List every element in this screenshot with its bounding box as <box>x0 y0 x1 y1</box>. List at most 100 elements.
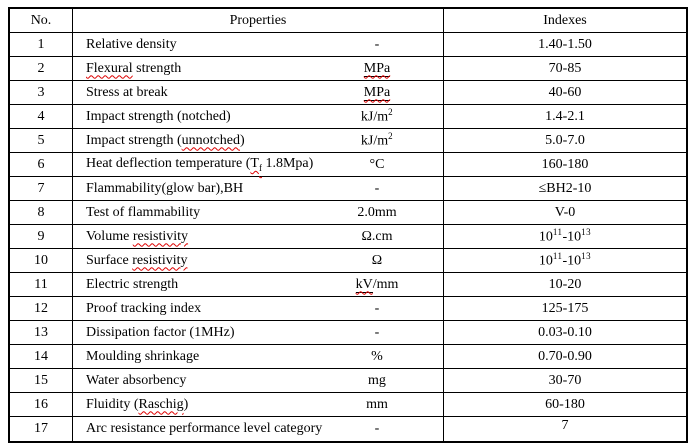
property-name: Flammability(glow bar),BH <box>73 181 311 197</box>
no-cell: 7 <box>10 177 73 200</box>
text-segment: 70-85 <box>548 60 582 76</box>
property-cell: Water absorbency mg <box>73 369 444 392</box>
text-segment: Impact strength (notched) <box>86 108 231 124</box>
text-segment: Arc resistance performance level categor… <box>86 421 323 436</box>
text-segment: 10-20 <box>548 276 582 292</box>
index-cell: 125-175 <box>444 297 686 320</box>
table-row: 7 Flammability(glow bar),BH - ≤BH2-10 <box>10 177 686 201</box>
property-unit: - <box>311 181 443 197</box>
text-segment: Raschig <box>138 396 184 412</box>
text-segment: Ω.cm <box>361 228 393 244</box>
table-row: 15 Water absorbency mg 30-70 <box>10 369 686 393</box>
text-segment: Surface <box>86 252 133 268</box>
index-value: 40-60 <box>549 85 582 101</box>
text-segment: 40-60 <box>548 84 582 100</box>
property-unit: MPa <box>311 60 443 77</box>
text-segment: kJ/m <box>360 133 389 149</box>
text-segment: strength <box>132 60 182 76</box>
no-cell: 14 <box>10 345 73 368</box>
text-segment: - <box>374 36 380 52</box>
property-name: Proof tracking index <box>73 301 311 317</box>
no-cell: 2 <box>10 57 73 80</box>
text-segment: Moulding shrinkage <box>86 348 200 364</box>
property-cell: Surface resistivity Ω <box>73 249 444 272</box>
property-unit: kJ/m2 <box>311 107 443 126</box>
text-segment: ) <box>239 132 245 148</box>
property-cell: Volume resistivity Ω.cm <box>73 225 444 248</box>
text-segment: 13 <box>581 227 592 238</box>
text-segment: % <box>371 348 383 364</box>
index-value: 60-180 <box>545 397 585 413</box>
index-value: 10-20 <box>549 277 582 293</box>
index-value: 125-175 <box>542 301 589 317</box>
text-segment: 11 <box>552 227 563 238</box>
property-unit: - <box>311 301 443 317</box>
table-row: 1 Relative density - 1.40-1.50 <box>10 33 686 57</box>
property-unit: mm <box>311 397 443 413</box>
index-cell: 1.40-1.50 <box>444 33 686 56</box>
column-header-no: No. <box>10 9 73 32</box>
text-segment: -10 <box>562 253 582 269</box>
table-row: 6 Heat deflection temperature (Tf 1.8Mpa)… <box>10 153 686 177</box>
property-unit: MPa <box>311 84 443 101</box>
property-unit: 2.0mm <box>311 205 443 221</box>
no-cell: 16 <box>10 393 73 416</box>
text-segment: Water absorbency <box>86 372 187 388</box>
text-segment: 160-180 <box>541 156 589 172</box>
property-cell: Impact strength (notched) kJ/m2 <box>73 105 444 128</box>
text-segment: Flexural <box>86 60 133 76</box>
table-row: 9 Volume resistivity Ω.cm 1011-1013 <box>10 225 686 249</box>
index-cell: 60-180 <box>444 393 686 416</box>
text-segment: Volume <box>86 228 133 244</box>
index-value: 70-85 <box>549 61 582 77</box>
text-segment: 1.8Mpa) <box>261 156 314 172</box>
property-name: Arc resistance performance level categor… <box>73 421 322 437</box>
no-cell: 8 <box>10 201 73 224</box>
property-unit: % <box>311 349 443 365</box>
text-segment: -10 <box>562 229 582 245</box>
text-segment: 1.4-2.1 <box>545 108 585 124</box>
property-cell: Flexural strength MPa <box>73 57 444 80</box>
property-unit: - <box>311 421 443 437</box>
property-unit: kJ/m2 <box>311 131 443 150</box>
text-segment: 0.70-0.90 <box>538 348 592 364</box>
index-value: ≤BH2-10 <box>539 181 592 197</box>
text-segment: 10 <box>538 253 553 269</box>
text-segment: 7 <box>561 418 569 433</box>
property-cell: Dissipation factor (1MHz) - <box>73 321 444 344</box>
table-row: 2 Flexural strength MPa 70-85 <box>10 57 686 81</box>
index-cell: 160-180 <box>444 153 686 176</box>
index-cell: V-0 <box>444 201 686 224</box>
no-cell: 11 <box>10 273 73 296</box>
text-segment: f <box>258 162 262 173</box>
properties-table: No. Properties Indexes 1 Relative density… <box>8 7 688 443</box>
text-segment: 2.0mm <box>357 204 397 220</box>
property-cell: Heat deflection temperature (Tf 1.8Mpa) °… <box>73 153 444 176</box>
index-value: 1011-1013 <box>539 251 591 270</box>
property-cell: Arc resistance performance level categor… <box>73 417 444 441</box>
property-cell: Proof tracking index - <box>73 297 444 320</box>
property-name: Fluidity (Raschig) <box>73 397 311 413</box>
property-name: Volume resistivity <box>73 229 311 245</box>
text-segment: Fluidity ( <box>86 396 139 412</box>
text-segment: - <box>374 324 380 340</box>
property-name: Electric strength <box>73 277 311 293</box>
table-row: 10 Surface resistivity Ω 1011-1013 <box>10 249 686 273</box>
property-name: Flexural strength <box>73 61 311 77</box>
table-row: 12 Proof tracking index - 125-175 <box>10 297 686 321</box>
table-row: 11 Electric strength kV/mm 10-20 <box>10 273 686 297</box>
text-segment: 30-70 <box>548 372 582 388</box>
property-name: Moulding shrinkage <box>73 349 311 365</box>
table-header-row: No. Properties Indexes <box>10 9 686 33</box>
index-value: 160-180 <box>542 157 589 173</box>
table-row: 8 Test of flammability 2.0mm V-0 <box>10 201 686 225</box>
index-cell: 1011-1013 <box>444 249 686 272</box>
property-name: Stress at break <box>73 85 311 101</box>
text-segment: - <box>374 300 380 316</box>
column-header-properties: Properties <box>73 9 444 32</box>
index-value: 7 <box>562 417 569 434</box>
table-body: 1 Relative density -1.40-1.50 2 Flexural str… <box>10 33 686 441</box>
index-cell: 5.0-7.0 <box>444 129 686 152</box>
text-segment: 10 <box>538 229 553 245</box>
text-segment: resistivity <box>132 252 188 268</box>
